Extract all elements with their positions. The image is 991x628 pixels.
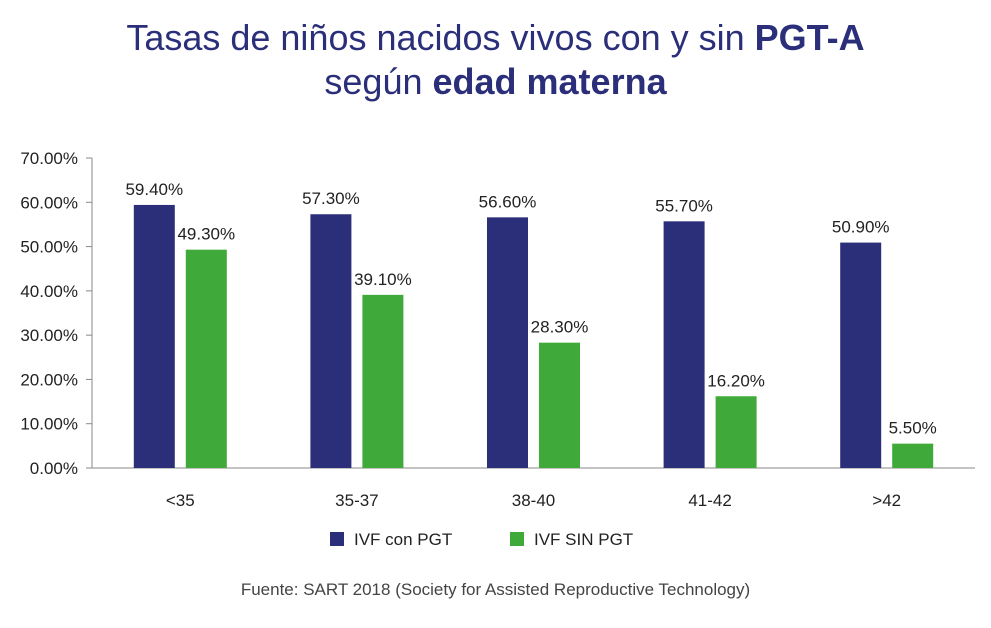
x-category-label: >42 (872, 491, 901, 510)
bar-con-pgt (487, 217, 528, 468)
bar-sin-pgt (892, 443, 934, 468)
legend-label: IVF SIN PGT (534, 530, 633, 549)
title-text-1: Tasas de niños nacidos vivos con y sin (126, 17, 755, 58)
chart-title-line-2: según edad materna (0, 60, 991, 104)
data-label: 16.20% (707, 371, 765, 390)
y-tick-label: 10.00% (20, 415, 78, 434)
bar-con-pgt (840, 242, 882, 468)
data-label: 59.40% (125, 180, 183, 199)
y-tick-label: 70.00% (20, 149, 78, 168)
title-bold-1: PGT-A (754, 17, 865, 58)
bar-sin-pgt (185, 249, 227, 468)
legend-swatch (510, 532, 524, 546)
bar-sin-pgt (715, 396, 757, 468)
data-label: 50.90% (832, 218, 890, 237)
y-tick-label: 60.00% (20, 193, 78, 212)
data-label: 57.30% (302, 189, 360, 208)
x-category-label: 41-42 (688, 491, 731, 510)
data-label: 56.60% (479, 192, 537, 211)
bar-con-pgt (133, 204, 175, 468)
data-label: 49.30% (177, 225, 235, 244)
bar-sin-pgt (539, 342, 580, 468)
y-tick-label: 50.00% (20, 238, 78, 257)
bars (133, 204, 934, 468)
source-note: Fuente: SART 2018 (Society for Assisted … (240, 580, 751, 599)
legend: IVF con PGT IVF SIN PGT (330, 530, 633, 549)
x-axis-categories: <35 35-37 38-40 41-42 >42 (166, 491, 901, 510)
bar-con-pgt (310, 214, 352, 468)
legend-label: IVF con PGT (354, 530, 452, 549)
y-tick-label: 40.00% (20, 282, 78, 301)
y-tick-label: 30.00% (20, 326, 78, 345)
data-labels: 59.40% 49.30% 57.30% 39.10% 56.60% 28.30% 55.7… (125, 180, 936, 438)
x-category-label: 38-40 (512, 491, 555, 510)
data-label: 28.30% (531, 318, 589, 337)
data-label: 5.50% (889, 419, 937, 438)
y-axis-ticks: 0.00% 10.00% 20.00% 30.00% 40.00% 50.00% 60.00… (20, 149, 92, 478)
bar-con-pgt (663, 221, 705, 468)
title-bold-2: edad materna (432, 61, 667, 102)
bar-sin-pgt (362, 294, 404, 468)
x-category-label: 35-37 (335, 491, 378, 510)
y-tick-label: 0.00% (30, 459, 78, 478)
y-tick-label: 20.00% (20, 370, 78, 389)
chart-title-line-1: Tasas de niños nacidos vivos con y sin P… (0, 16, 991, 60)
x-category-label: <35 (166, 491, 195, 510)
data-label: 39.10% (354, 270, 412, 289)
data-label: 55.70% (655, 196, 713, 215)
legend-swatch (330, 532, 344, 546)
title-text-2: según (324, 61, 433, 102)
